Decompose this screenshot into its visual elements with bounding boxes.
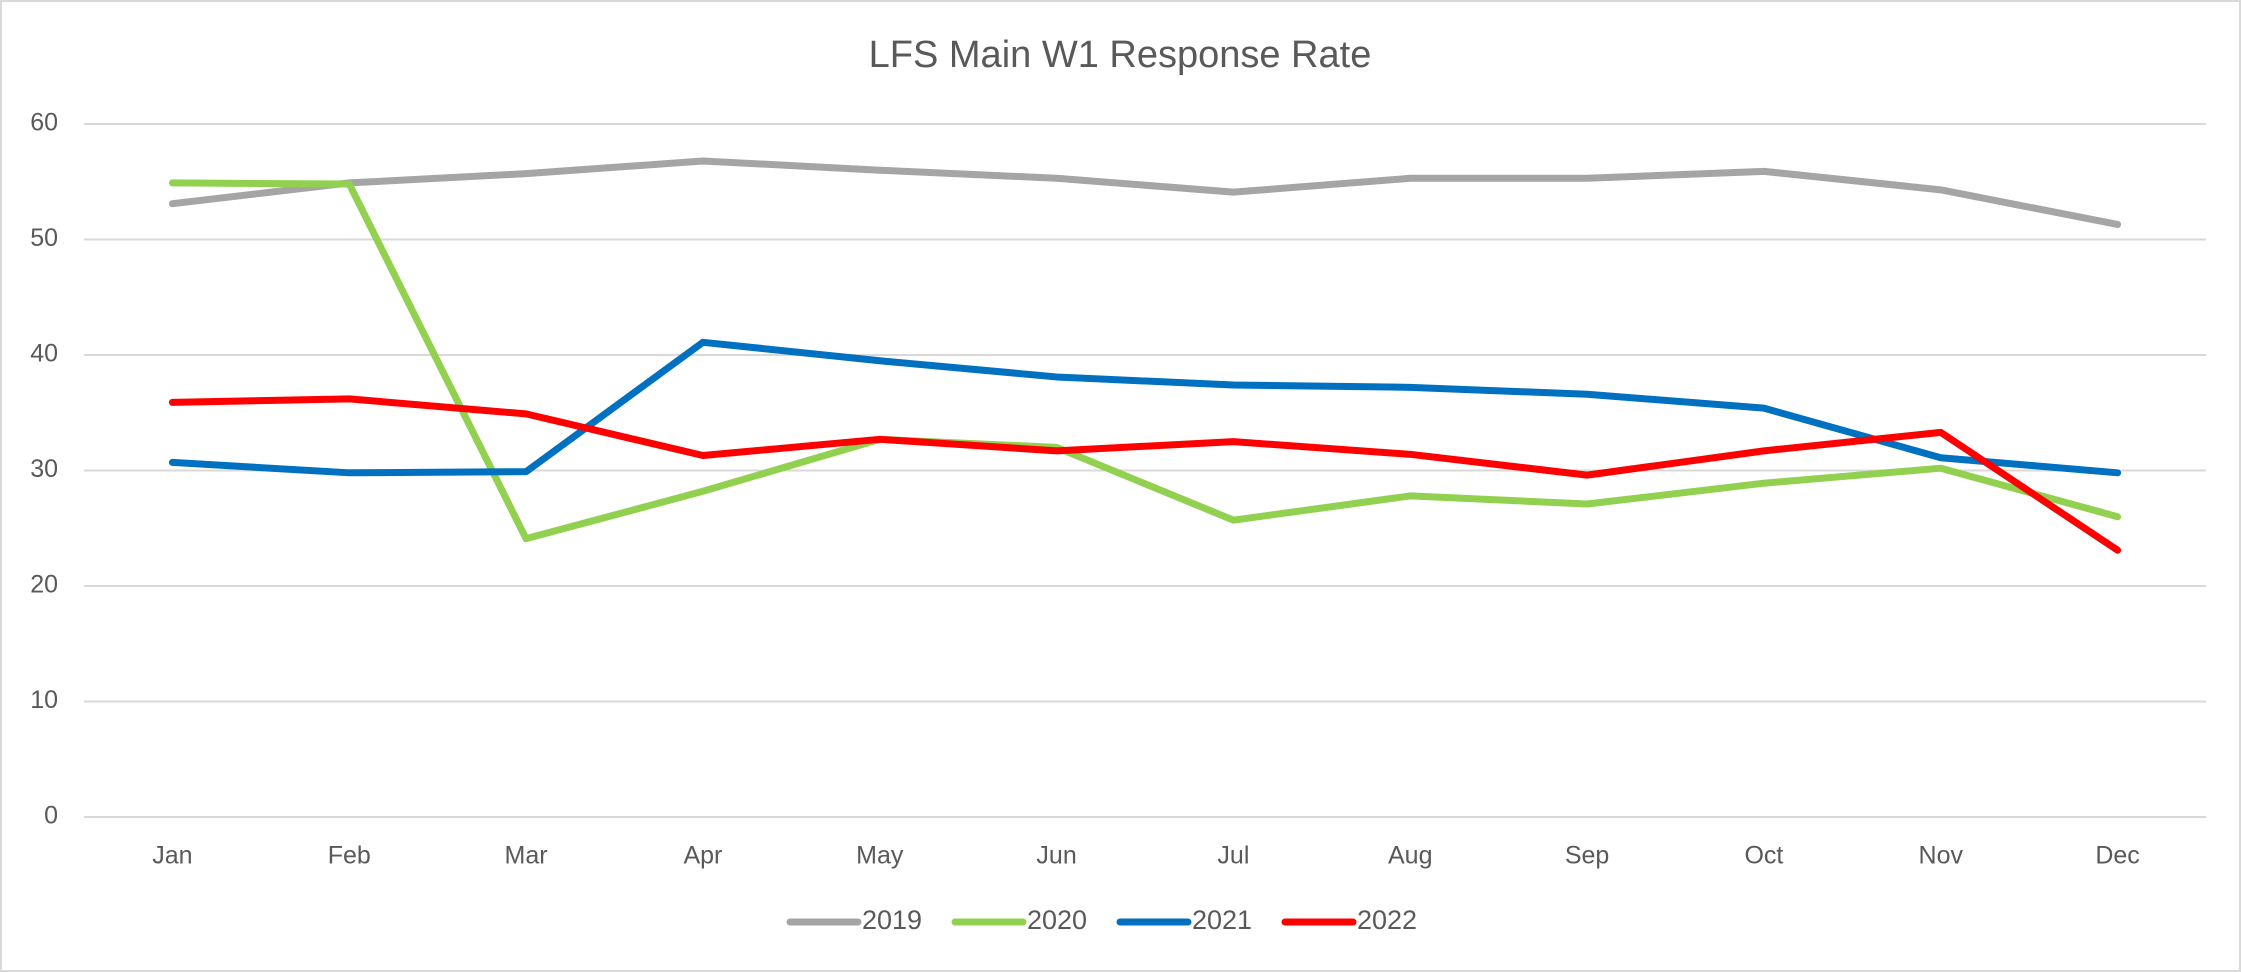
x-tick-label: Nov bbox=[1919, 842, 1964, 870]
x-tick-label: Sep bbox=[1565, 842, 1609, 870]
chart-title: LFS Main W1 Response Rate bbox=[869, 34, 1372, 76]
series-line bbox=[168, 157, 2122, 228]
y-tick-label: 20 bbox=[30, 571, 58, 599]
x-tick-label: Dec bbox=[2095, 842, 2139, 870]
series-line bbox=[168, 179, 2122, 543]
x-tick-label: Aug bbox=[1388, 842, 1432, 870]
y-tick-label: 50 bbox=[30, 224, 58, 252]
legend-label: 2021 bbox=[1192, 905, 1252, 935]
y-tick-label: 60 bbox=[30, 109, 58, 137]
legend-label: 2020 bbox=[1027, 905, 1087, 935]
x-tick-label: Oct bbox=[1744, 842, 1783, 870]
x-tick-label: Feb bbox=[328, 842, 371, 870]
legend-label: 2019 bbox=[862, 905, 922, 935]
series-line bbox=[168, 338, 2122, 477]
x-tick-label: May bbox=[856, 842, 904, 870]
x-tick-label: Jul bbox=[1217, 842, 1249, 870]
legend-label: 2022 bbox=[1357, 905, 1417, 935]
y-tick-label: 0 bbox=[44, 802, 58, 830]
x-tick-label: Mar bbox=[505, 842, 548, 870]
y-tick-label: 10 bbox=[30, 686, 58, 714]
y-tick-label: 40 bbox=[30, 340, 58, 368]
x-tick-label: Apr bbox=[683, 842, 722, 870]
series-line bbox=[168, 395, 2122, 554]
x-tick-label: Jun bbox=[1036, 842, 1076, 870]
x-tick-label: Jan bbox=[152, 842, 192, 870]
y-tick-label: 30 bbox=[30, 455, 58, 483]
